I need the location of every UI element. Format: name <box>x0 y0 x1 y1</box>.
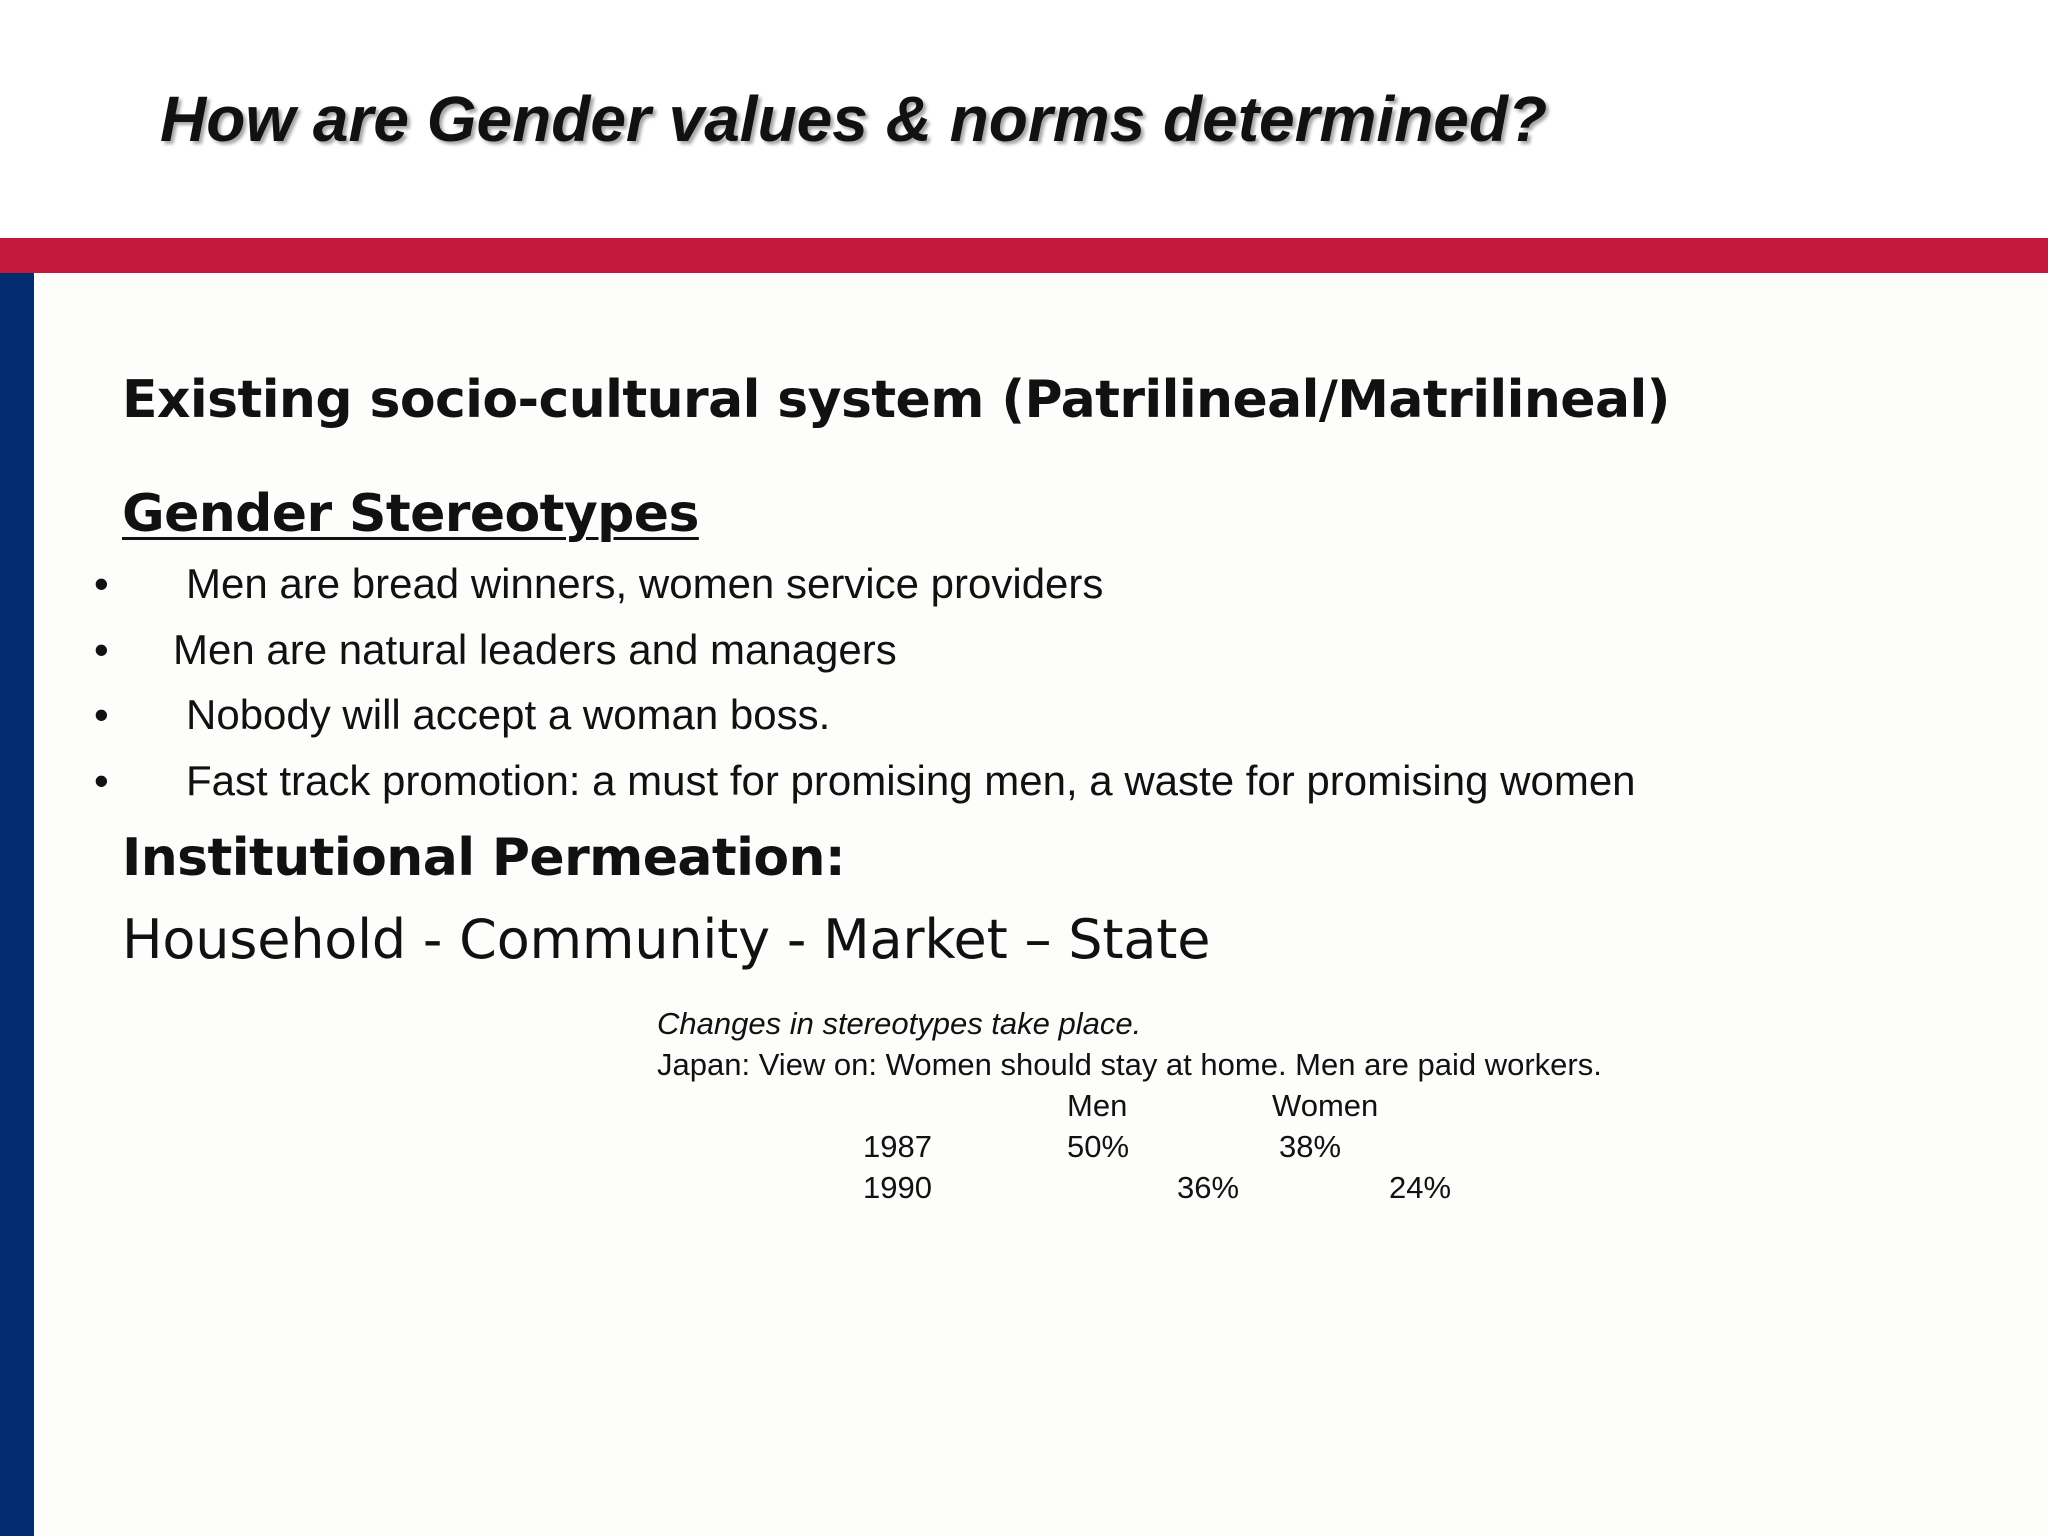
bullet-icon: • <box>94 560 109 607</box>
slide-title: How are Gender values & norms determined… <box>160 83 1548 155</box>
institution-levels: Household - Community - Market – State <box>122 908 1211 971</box>
table-cell-women: 38% <box>1279 1129 1342 1164</box>
note-line-1: Changes in stereotypes take place. <box>657 1006 1142 1041</box>
table-cell-men: 50% <box>1067 1129 1130 1164</box>
table-row-year: 1987 <box>863 1129 932 1164</box>
table-cell-women: 24% <box>1389 1170 1452 1205</box>
table-row-year: 1990 <box>863 1170 932 1205</box>
institutional-heading: Institutional Permeation: <box>122 828 846 888</box>
header-area <box>0 0 2048 238</box>
note-line-2: Japan: View on: Women should stay at hom… <box>657 1047 1602 1082</box>
bullet-icon: • <box>94 626 109 673</box>
red-accent-bar <box>0 238 2048 273</box>
list-item-text: Fast track promotion: a must for promisi… <box>186 757 1636 804</box>
bullet-icon: • <box>94 757 109 804</box>
table-cell-men: 36% <box>1177 1170 1240 1205</box>
bullet-icon: • <box>94 691 109 738</box>
list-item-text: Men are natural leaders and managers <box>173 626 897 673</box>
table-header-women: Women <box>1272 1088 1379 1123</box>
stereotypes-heading: Gender Stereotypes <box>122 484 699 544</box>
blue-accent-bar <box>0 273 34 1536</box>
list-item-text: Men are bread winners, women service pro… <box>186 560 1104 607</box>
table-header-men: Men <box>1067 1088 1128 1123</box>
list-item-text: Nobody will accept a woman boss. <box>186 691 831 738</box>
system-heading: Existing socio-cultural system (Patrilin… <box>122 370 1670 430</box>
